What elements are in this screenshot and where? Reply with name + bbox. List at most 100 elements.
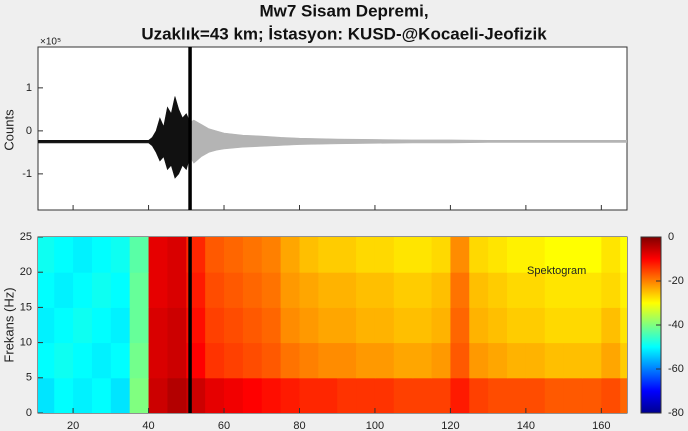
heat-cell — [242, 237, 263, 273]
heat-cell — [544, 307, 565, 344]
heat-cell — [224, 237, 244, 273]
heat-cell — [356, 307, 376, 344]
heat-cell — [469, 237, 489, 273]
heat-cell — [601, 237, 621, 273]
heat-cell — [469, 342, 489, 379]
heat-cell — [242, 307, 263, 344]
heat-cell — [38, 272, 55, 308]
heat-cell — [431, 307, 451, 344]
heat-cell — [205, 377, 225, 413]
x-tick-label: 80 — [293, 420, 305, 431]
x-tick-label: 160 — [592, 420, 610, 431]
heat-cell — [450, 377, 470, 413]
heat-cell — [412, 377, 433, 413]
heat-cell — [356, 342, 376, 379]
heat-cell — [431, 342, 451, 379]
heat-cell — [148, 237, 168, 273]
heat-cell — [563, 272, 583, 308]
heat-cell — [582, 377, 602, 413]
heat-cell — [544, 342, 565, 379]
heat-cell — [261, 237, 282, 273]
heat-cell — [582, 237, 602, 273]
plot-area — [38, 47, 627, 210]
waveform — [189, 119, 627, 164]
heat-cell — [299, 272, 319, 308]
heat-cell — [431, 377, 451, 413]
heat-cell — [337, 237, 357, 273]
heat-cell — [393, 237, 414, 273]
heat-cell — [525, 342, 546, 379]
heat-cell — [450, 237, 470, 273]
heat-cell — [507, 272, 527, 308]
heat-cell — [356, 272, 376, 308]
y-axis-label: Counts — [1, 109, 16, 151]
heat-cell — [620, 307, 627, 344]
heat-cell — [601, 272, 621, 308]
heat-cell — [488, 307, 508, 344]
heat-cell — [507, 237, 527, 273]
heat-cell — [582, 272, 602, 308]
heat-cell — [374, 342, 395, 379]
heat-cell — [337, 307, 357, 344]
heat-cell — [54, 377, 74, 413]
heat-cell — [280, 377, 300, 413]
heat-cell — [563, 342, 583, 379]
heat-cell — [148, 377, 168, 413]
y-axis-label: Frekans (Hz) — [1, 287, 16, 362]
colorbar-tick-label: -80 — [668, 407, 684, 419]
heat-cell — [620, 272, 627, 308]
heat-cell — [205, 272, 225, 308]
heat-cell — [601, 307, 621, 344]
heat-cell — [469, 307, 489, 344]
panel — [37, 46, 628, 211]
heat-cell — [563, 377, 583, 413]
heat-cell — [110, 272, 131, 308]
heat-cell — [374, 237, 395, 273]
heat-cell — [450, 307, 470, 344]
heat-cell — [167, 342, 187, 379]
heat-cell — [393, 307, 414, 344]
heat-cell — [91, 377, 112, 413]
heat-cell — [412, 307, 433, 344]
heat-cell — [525, 272, 546, 308]
colorbar-tick-label: -60 — [668, 363, 684, 375]
heat-cell — [205, 342, 225, 379]
heat-cell — [261, 307, 282, 344]
y-tick-label: -1 — [22, 168, 32, 180]
chart-subtitle: Uzaklık=43 km; İstasyon: KUSD-@Kocaeli-J… — [141, 24, 547, 43]
heat-cell — [91, 342, 112, 379]
heat-cell — [280, 272, 300, 308]
colorbar-tick-label: 0 — [668, 231, 674, 243]
heat-cell — [280, 342, 300, 379]
heat-cell — [54, 307, 74, 344]
x-tick-label: 20 — [67, 420, 79, 431]
heat-cell — [356, 237, 376, 273]
heat-cell — [544, 377, 565, 413]
heat-cell — [261, 272, 282, 308]
heat-cell — [54, 342, 74, 379]
heat-cell — [129, 342, 150, 379]
heat-cell — [393, 272, 414, 308]
heat-cell — [205, 237, 225, 273]
heat-cell — [337, 377, 357, 413]
heat-cell — [582, 307, 602, 344]
heat-cell — [374, 272, 395, 308]
y-tick-label: 1 — [26, 82, 32, 94]
heat-cell — [544, 237, 565, 273]
y-tick-label: 0 — [26, 407, 32, 419]
heat-cell — [620, 342, 627, 379]
heat-cell — [73, 377, 93, 413]
heat-cell — [91, 272, 112, 308]
y-tick-label: 20 — [20, 266, 32, 278]
heat-cell — [488, 237, 508, 273]
heat-cell — [412, 272, 433, 308]
heat-cell — [507, 342, 527, 379]
heat-cell — [488, 272, 508, 308]
heat-cell — [167, 272, 187, 308]
plot-area — [38, 237, 627, 413]
heat-cell — [620, 377, 627, 413]
colorbar-tick-label: -40 — [668, 319, 684, 331]
heat-cell — [280, 307, 300, 344]
heat-cell — [73, 237, 93, 273]
